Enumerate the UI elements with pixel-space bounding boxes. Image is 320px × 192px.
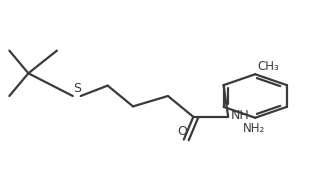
Text: NH₂: NH₂ [243, 122, 265, 136]
Text: S: S [73, 82, 81, 95]
Text: NH: NH [231, 109, 250, 122]
Text: O: O [177, 125, 187, 138]
Text: CH₃: CH₃ [258, 60, 279, 73]
